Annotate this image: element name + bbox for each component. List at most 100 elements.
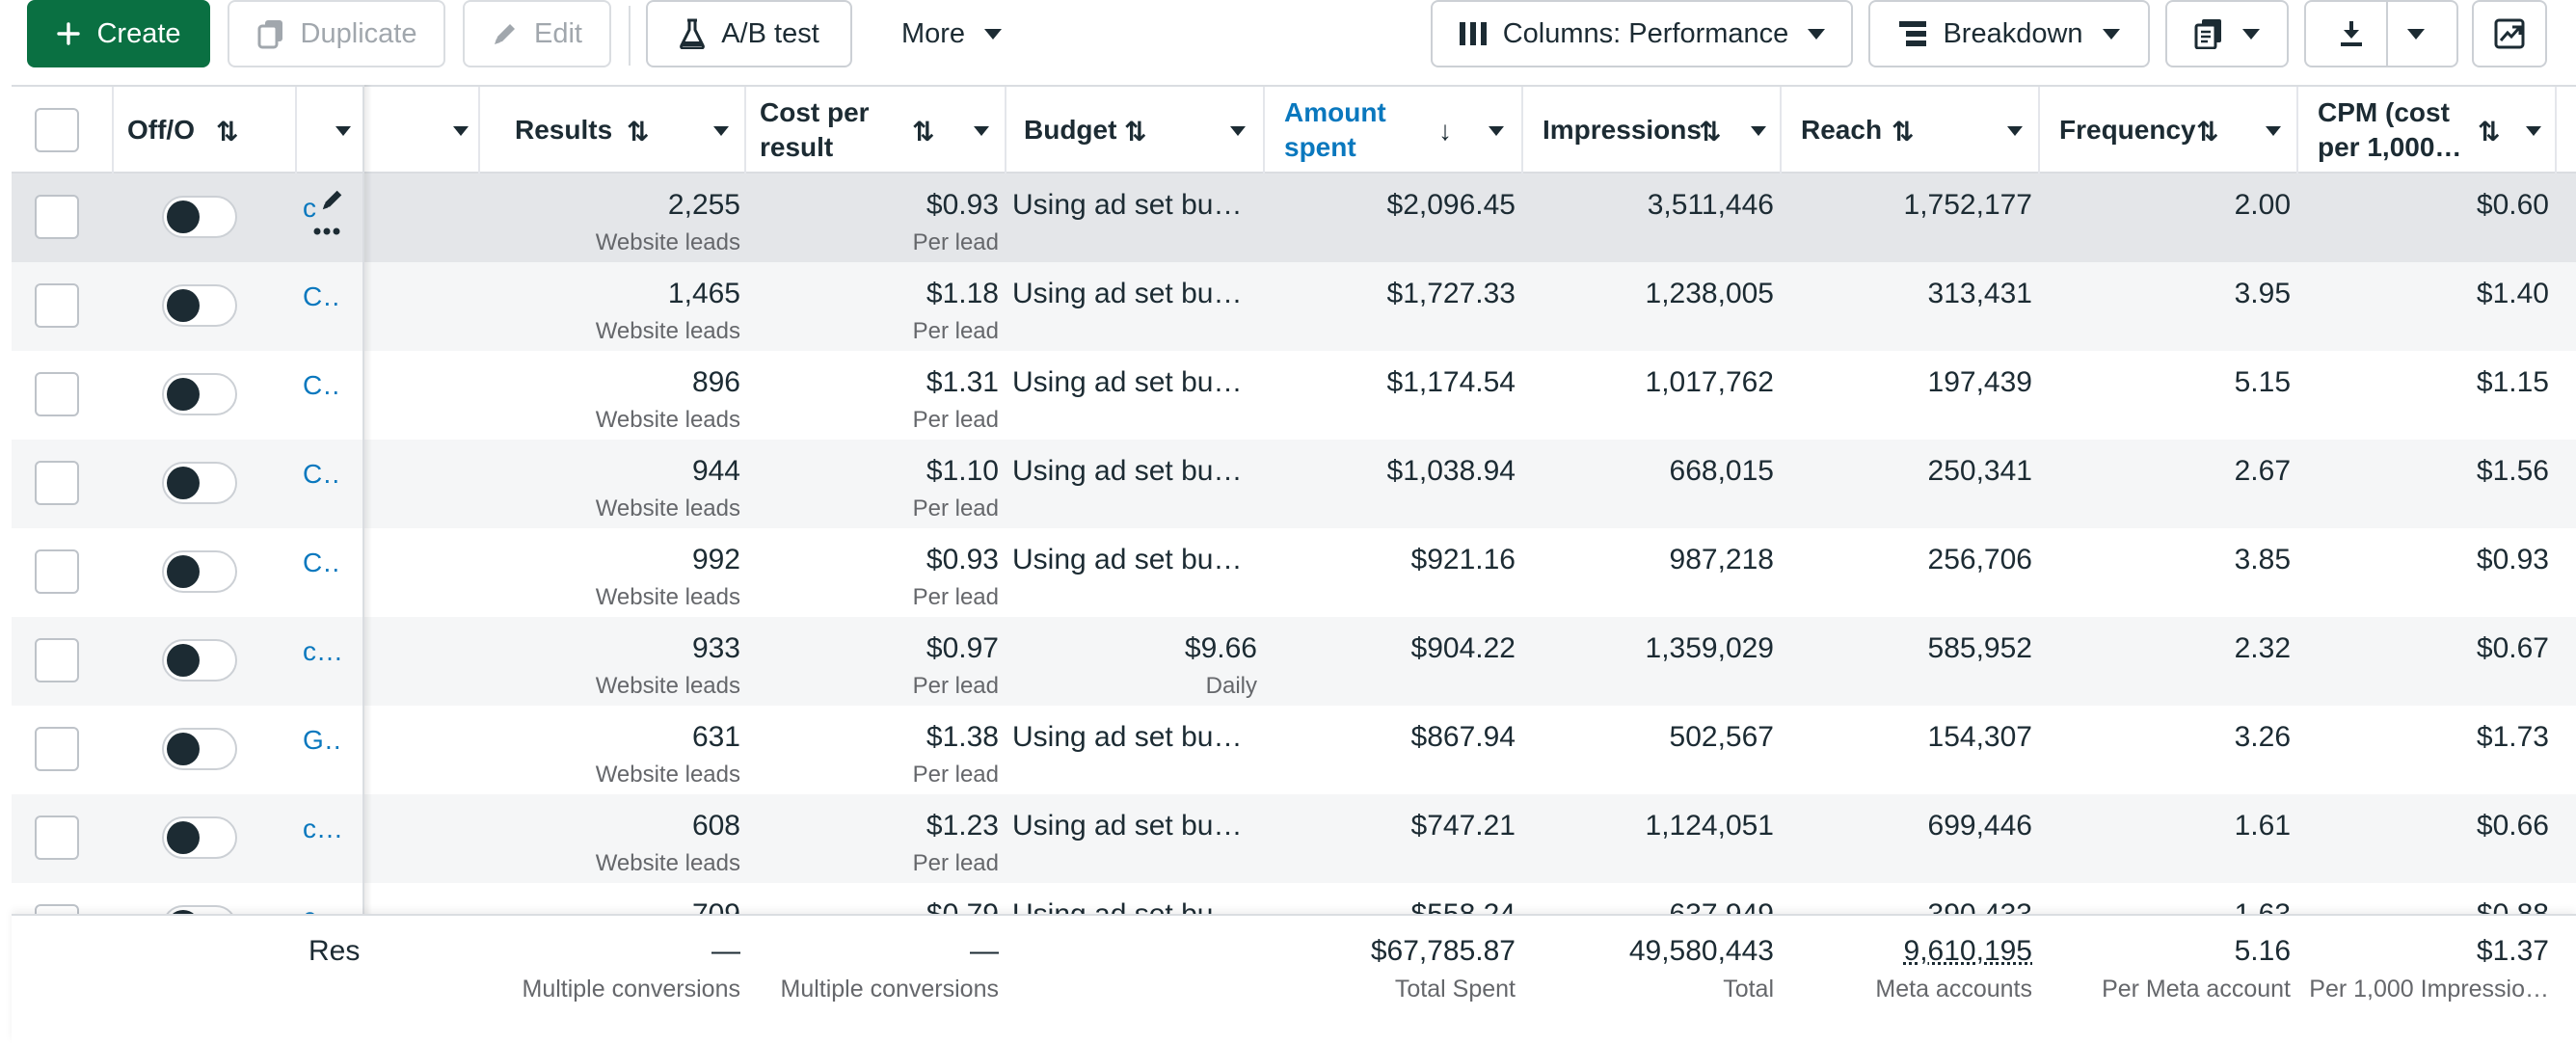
- more-button[interactable]: More: [873, 0, 1030, 67]
- breakdown-button[interactable]: Breakdown: [1868, 0, 2150, 67]
- columns-button[interactable]: Columns: Performance: [1431, 0, 1853, 67]
- header-label: Reach: [1801, 115, 1883, 145]
- header-reach[interactable]: Reach ⇅: [1782, 87, 2040, 174]
- delivery-toggle[interactable]: [162, 462, 237, 504]
- edit-pencil-icon[interactable]: [320, 187, 345, 217]
- toggle-knob: [167, 555, 200, 588]
- cost-per-result-value: $1.18: [926, 278, 999, 309]
- sort-icon[interactable]: ⇅: [627, 117, 650, 147]
- ad-name-link[interactable]: G…: [303, 725, 341, 755]
- chevron-down-icon[interactable]: [335, 126, 351, 136]
- header-cpm[interactable]: CPM (cost per 1,000… ⇅: [2298, 87, 2557, 174]
- edit-button[interactable]: Edit: [463, 0, 611, 67]
- frequency-value: 2.67: [2234, 455, 2291, 487]
- row-checkbox[interactable]: [35, 195, 79, 239]
- table-row[interactable]: c… 608 Website leads $1.23 Per lead $747.21 1,…: [12, 794, 2576, 883]
- sort-descending-icon[interactable]: ↓: [1438, 116, 1452, 146]
- chevron-down-icon[interactable]: [1751, 126, 1766, 136]
- frozen-column-shadow: [364, 85, 372, 1043]
- table-row[interactable]: c… 933 Website leads $0.97 Per lead $904.22 1,…: [12, 617, 2576, 706]
- table-row[interactable]: C… 1,465 Website leads $1.18 Per lead $1,727.…: [12, 262, 2576, 351]
- header-budget[interactable]: Budget ⇅: [1006, 87, 1265, 174]
- delivery-toggle[interactable]: [162, 728, 237, 770]
- header-impressions[interactable]: Impressions ⇅: [1523, 87, 1782, 174]
- chevron-down-icon[interactable]: [2526, 126, 2541, 136]
- header-label: Impressions: [1543, 115, 1702, 145]
- header-blank[interactable]: [364, 87, 480, 174]
- chevron-down-icon[interactable]: [1230, 126, 1246, 136]
- reach-value: 585,952: [1927, 632, 2032, 664]
- sort-icon[interactable]: ⇅: [2478, 117, 2501, 147]
- table-row[interactable]: C… 896 Website leads $1.31 Per lead $1,174.54…: [12, 351, 2576, 440]
- table-header: Off/O ⇅ Results ⇅ Cost per result ⇅ Budg…: [12, 85, 2576, 174]
- header-label-line1: CPM (cost: [2318, 97, 2450, 127]
- ad-name-link[interactable]: C…: [303, 370, 341, 400]
- ad-name-link[interactable]: C…: [303, 459, 341, 489]
- cpm-value: $1.40: [2476, 278, 2549, 309]
- delivery-toggle[interactable]: [162, 550, 237, 593]
- delivery-toggle[interactable]: [162, 284, 237, 327]
- chevron-down-icon[interactable]: [453, 126, 469, 136]
- sort-icon[interactable]: ⇅: [1892, 117, 1915, 147]
- header-results[interactable]: Results ⇅: [480, 87, 746, 174]
- ad-name-link[interactable]: C…: [303, 548, 341, 577]
- chevron-down-icon[interactable]: [2266, 126, 2281, 136]
- ad-name-link[interactable]: c…: [303, 636, 341, 666]
- footer-cost-per-result-value: —: [970, 935, 999, 967]
- results-value: 2,255: [667, 189, 740, 221]
- row-checkbox[interactable]: [35, 372, 79, 416]
- header-amount-spent[interactable]: Amount spent ↓: [1265, 87, 1523, 174]
- table-row[interactable]: G… 631 Website leads $1.38 Per lead $867.94 50…: [12, 706, 2576, 794]
- delivery-toggle[interactable]: [162, 639, 237, 682]
- ab-test-button[interactable]: A/B test: [646, 0, 852, 67]
- row-checkbox[interactable]: [35, 461, 79, 505]
- header-frequency[interactable]: Frequency ⇅: [2040, 87, 2298, 174]
- more-actions-icon[interactable]: [312, 224, 341, 241]
- ad-name-link[interactable]: c…: [303, 814, 341, 843]
- ad-name-link[interactable]: C…: [303, 281, 341, 311]
- duplicate-button[interactable]: Duplicate: [228, 0, 445, 67]
- sort-icon[interactable]: ⇅: [912, 117, 935, 147]
- footer-reach-value[interactable]: 9,610,195: [1903, 935, 2032, 967]
- table-row[interactable]: C… 944 Website leads $1.10 Per lead $1,038.94…: [12, 440, 2576, 528]
- row-checkbox[interactable]: [35, 283, 79, 328]
- chevron-down-icon[interactable]: [2007, 126, 2023, 136]
- row-checkbox[interactable]: [35, 638, 79, 682]
- toggle-knob: [167, 733, 200, 765]
- reach-value: 313,431: [1927, 278, 2032, 309]
- expand-chart-button[interactable]: [2472, 0, 2547, 67]
- reports-button[interactable]: [2165, 0, 2289, 67]
- header-cost-per-result[interactable]: Cost per result ⇅: [746, 87, 1006, 174]
- header-label-line1: Amount: [1284, 97, 1386, 127]
- cpm-value: $1.73: [2476, 721, 2549, 753]
- chevron-down-icon[interactable]: [713, 126, 729, 136]
- sort-icon[interactable]: ⇅: [2196, 117, 2219, 147]
- header-label-line1: Cost per: [760, 97, 870, 127]
- header-name[interactable]: [297, 87, 364, 174]
- sort-icon[interactable]: ⇅: [1699, 117, 1722, 147]
- table-row[interactable]: C… 992 Website leads $0.93 Per lead $921.16 98…: [12, 528, 2576, 617]
- footer-cost-per-result-sub: Multiple conversions: [780, 976, 1000, 1003]
- sort-icon[interactable]: ⇅: [216, 117, 239, 147]
- header-off-on[interactable]: Off/O ⇅: [114, 87, 297, 174]
- delivery-toggle[interactable]: [162, 196, 237, 238]
- toggle-knob: [167, 467, 200, 499]
- row-checkbox[interactable]: [35, 549, 79, 594]
- toggle-knob: [167, 821, 200, 854]
- impressions-value: 1,017,762: [1645, 366, 1774, 398]
- create-button[interactable]: Create: [27, 0, 210, 67]
- chevron-down-icon[interactable]: [974, 126, 989, 136]
- table-row[interactable]: c 2,255 Website leads $0.93 Per lead $2,096.4…: [12, 174, 2576, 262]
- chevron-down-icon[interactable]: [1489, 126, 1504, 136]
- ad-name-link[interactable]: c: [303, 193, 316, 223]
- delivery-toggle[interactable]: [162, 816, 237, 859]
- footer-results-sub: Multiple conversions: [522, 976, 741, 1003]
- row-checkbox[interactable]: [35, 727, 79, 771]
- select-all-checkbox[interactable]: [35, 108, 79, 152]
- header-label: Budget: [1024, 115, 1117, 145]
- delivery-toggle[interactable]: [162, 373, 237, 415]
- sort-icon[interactable]: ⇅: [1124, 117, 1147, 147]
- reach-value: 250,341: [1927, 455, 2032, 487]
- row-checkbox[interactable]: [35, 816, 79, 860]
- export-button[interactable]: [2304, 0, 2458, 67]
